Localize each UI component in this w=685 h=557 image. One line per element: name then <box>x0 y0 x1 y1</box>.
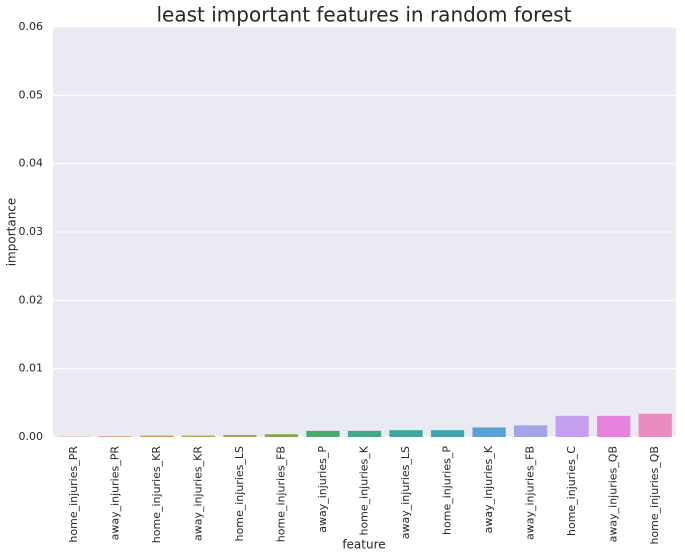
x-tick-label: home_injuries_FB <box>274 446 287 542</box>
bar <box>306 430 340 437</box>
x-tick-label: away_injuries_PR <box>108 446 121 541</box>
x-tick-label: away_injuries_QB <box>607 446 620 542</box>
x-tick-label: home_injuries_C <box>565 446 578 536</box>
x-tick-label: away_injuries_FB <box>524 446 537 540</box>
y-tick-label: 0.01 <box>19 362 44 375</box>
x-tick-label: away_injuries_KR <box>191 446 204 541</box>
x-tick-label: home_injuries_LS <box>233 446 246 541</box>
bar <box>472 427 506 437</box>
bar <box>597 415 631 437</box>
x-tick-label: home_injuries_K <box>358 445 371 535</box>
chart-title: least important features in random fores… <box>156 3 571 27</box>
y-tick-label: 0.03 <box>19 225 44 238</box>
y-tick-label: 0.05 <box>19 88 44 101</box>
y-tick-label: 0.04 <box>19 157 44 170</box>
x-tick-label: home_injuries_P <box>441 446 454 535</box>
y-tick-label: 0.02 <box>19 293 44 306</box>
x-tick-label: away_injuries_P <box>316 446 329 533</box>
bar <box>514 425 548 437</box>
x-axis-label: feature <box>342 538 385 552</box>
bar <box>223 434 257 437</box>
bar <box>638 413 672 437</box>
bar <box>347 430 382 437</box>
bar <box>181 435 215 437</box>
x-tick-label: away_injuries_LS <box>399 446 412 539</box>
x-tick-label: away_injuries_K <box>482 445 495 533</box>
x-tick-label: home_injuries_KR <box>150 446 163 544</box>
bar <box>98 436 132 437</box>
x-tick-label: home_injuries_PR <box>67 446 80 543</box>
bar <box>140 435 174 437</box>
bar <box>555 415 589 437</box>
bar <box>264 434 299 437</box>
x-tick-label: home_injuries_QB <box>648 446 661 545</box>
bar <box>430 430 465 437</box>
y-tick-label: 0.06 <box>19 20 44 33</box>
y-axis-label: importance <box>5 198 19 267</box>
y-tick-label: 0.00 <box>19 430 44 443</box>
bar <box>389 430 423 437</box>
